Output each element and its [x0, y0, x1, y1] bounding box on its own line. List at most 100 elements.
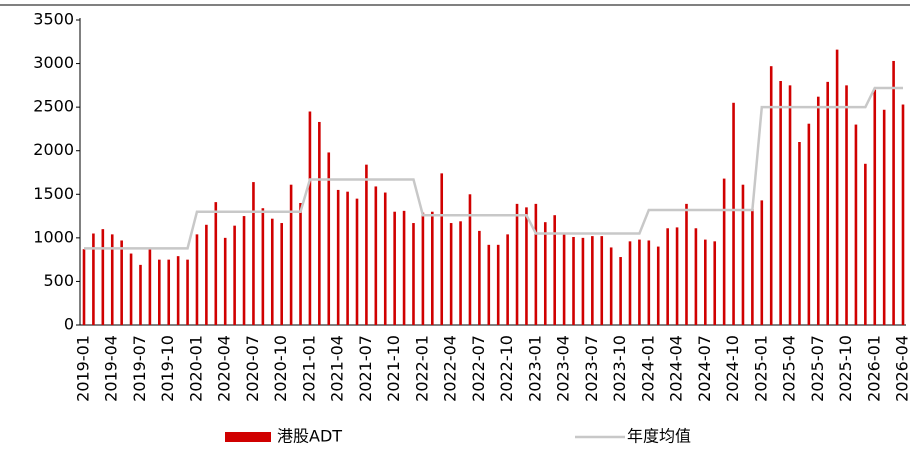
x-tick-label: 2019-07	[130, 335, 149, 402]
bar	[638, 239, 641, 325]
bar	[713, 241, 717, 325]
x-tick-label: 2021-01	[299, 335, 318, 402]
x-tick-label: 2019-04	[102, 335, 121, 402]
line	[84, 86, 903, 250]
bar	[374, 186, 378, 325]
bar	[581, 237, 585, 325]
bar	[685, 203, 688, 325]
x-tick-label: 2024-01	[638, 335, 657, 402]
x-tick-label: 2024-04	[667, 335, 686, 402]
x-tick-label: 2025-07	[808, 335, 827, 402]
bar	[553, 215, 556, 325]
bar	[82, 249, 86, 325]
bar	[835, 49, 839, 325]
bar	[496, 244, 500, 325]
x-tick-label: 2024-07	[695, 335, 714, 402]
bar	[807, 123, 811, 325]
bar	[280, 223, 283, 325]
x-tick-label: 2020-01	[186, 335, 205, 402]
bar	[543, 222, 547, 325]
bar	[760, 200, 764, 325]
legend-label: 港股ADT	[277, 427, 342, 446]
y-tick-label: 3000	[33, 53, 74, 72]
bar	[675, 227, 679, 325]
bar	[647, 240, 651, 325]
bar	[393, 211, 396, 325]
y-tick-label: 2500	[33, 97, 74, 116]
bar	[252, 182, 255, 325]
bar	[431, 211, 434, 325]
bar	[779, 81, 782, 325]
bar	[402, 210, 406, 325]
bar	[826, 81, 829, 325]
bar	[515, 203, 519, 325]
y-tick-label: 500	[43, 271, 74, 290]
bar	[769, 66, 773, 325]
bar	[751, 209, 754, 325]
x-tick-label: 2025-10	[836, 335, 855, 402]
y-tick-label: 0	[64, 315, 74, 334]
x-tick-label: 2023-07	[582, 335, 601, 402]
bar	[176, 256, 180, 325]
bar	[609, 247, 613, 325]
bar	[421, 212, 425, 325]
bar	[383, 192, 387, 325]
bar	[892, 60, 895, 325]
bar	[845, 85, 848, 325]
bar	[327, 152, 331, 325]
legend-swatch	[225, 432, 271, 442]
bar	[158, 259, 161, 325]
bar	[901, 104, 905, 326]
bar	[365, 164, 368, 325]
bar	[412, 223, 415, 325]
y-tick-label: 1500	[33, 184, 74, 203]
x-tick-label: 2022-10	[497, 335, 516, 402]
bar	[336, 189, 340, 325]
bar	[214, 202, 218, 325]
bar	[854, 124, 858, 325]
x-tick-label: 2021-10	[384, 335, 403, 402]
bar	[591, 236, 594, 325]
bar	[233, 225, 236, 325]
x-tick-label: 2022-04	[441, 335, 460, 402]
bar	[506, 234, 509, 325]
bar	[572, 236, 575, 325]
bar	[816, 96, 820, 325]
bar	[882, 109, 886, 325]
bar	[318, 121, 321, 325]
x-tick-label: 2022-01	[412, 335, 431, 402]
bar	[704, 239, 707, 325]
x-tick-label: 2021-04	[328, 335, 347, 402]
bar	[722, 178, 726, 325]
y-tick-label: 3500	[33, 10, 74, 29]
bar	[129, 253, 133, 325]
bar	[440, 173, 444, 325]
bar	[148, 248, 152, 325]
bar	[864, 163, 867, 325]
bar	[666, 228, 669, 325]
bar	[468, 194, 472, 325]
bar	[195, 234, 199, 325]
y-tick-label: 1000	[33, 227, 74, 246]
y-tick-label: 2000	[33, 140, 74, 159]
legend-label: 年度均值	[627, 427, 691, 446]
x-tick-label: 2025-01	[751, 335, 770, 402]
bar	[167, 259, 171, 325]
bar	[788, 85, 792, 325]
x-tick-label: 2020-04	[215, 335, 234, 402]
bar	[656, 246, 660, 325]
bar	[798, 142, 801, 325]
bar	[600, 236, 604, 325]
x-tick-label: 2025-04	[780, 335, 799, 402]
bar	[110, 234, 114, 325]
bar	[449, 223, 453, 325]
bar	[459, 221, 462, 325]
x-tick-label: 2019-01	[74, 335, 93, 402]
bar	[732, 102, 735, 326]
x-tick-label: 2026-01	[864, 335, 883, 402]
x-tick-label: 2023-01	[525, 335, 544, 402]
bar	[270, 218, 274, 325]
bar	[101, 229, 105, 325]
bar	[120, 240, 123, 325]
